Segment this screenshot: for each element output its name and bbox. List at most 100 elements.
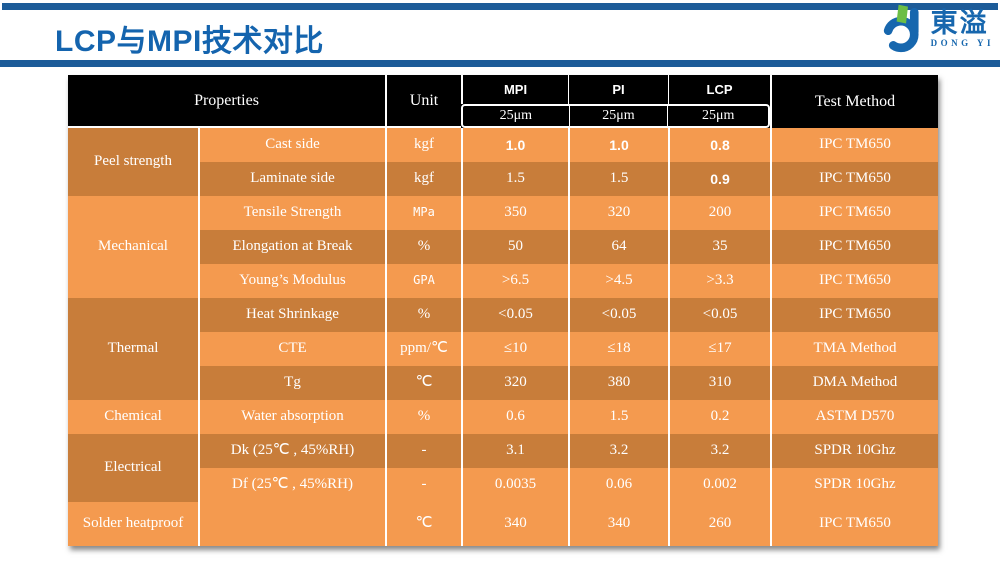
mpi-value-cell: 3.1 (461, 434, 568, 468)
pi-value-cell: 64 (568, 230, 668, 264)
unit-cell: GPA (385, 264, 461, 298)
mpi-value-cell: 350 (461, 196, 568, 230)
group-cell: Peel strength (68, 128, 198, 196)
test-method-cell: IPC TM650 (770, 128, 938, 162)
mpi-value-cell: 320 (461, 366, 568, 400)
lcp-value-cell: 35 (668, 230, 770, 264)
unit-cell: ppm/℃ (385, 332, 461, 366)
lcp-value-cell: <0.05 (668, 298, 770, 332)
unit-cell: % (385, 298, 461, 332)
test-method-cell: ASTM D570 (770, 400, 938, 434)
property-cell: Elongation at Break (198, 230, 385, 264)
test-method-cell: DMA Method (770, 366, 938, 400)
header-thickness-pi: 25μm (568, 106, 668, 126)
header-material-mpi: MPI (461, 75, 568, 104)
header-material-lcp: LCP (668, 75, 770, 104)
group-cell: Thermal (68, 298, 198, 400)
unit-cell: ℃ (385, 366, 461, 400)
logo-text: 東溢 DONG YI (931, 10, 994, 48)
dongyi-logo-icon (882, 4, 919, 53)
mpi-value-cell: ≤10 (461, 332, 568, 366)
header-unit: Unit (385, 75, 461, 128)
header-thickness-mpi: 25μm (499, 108, 532, 123)
mpi-value-cell: 50 (461, 230, 568, 264)
mpi-value-cell: 0.0035 (461, 468, 568, 502)
test-method-cell: SPDR 10Ghz (770, 434, 938, 468)
top-accent-bar (2, 3, 998, 10)
lcp-value-cell: 0.9 (668, 162, 770, 196)
pi-value-cell: 320 (568, 196, 668, 230)
logo-name-cn: 東溢 (930, 8, 989, 38)
property-cell: Young’s Modulus (198, 264, 385, 298)
group-cell: Mechanical (68, 196, 198, 298)
header-thickness-lcp: 25μm (667, 106, 768, 126)
mpi-value-cell: <0.05 (461, 298, 568, 332)
unit-cell: % (385, 230, 461, 264)
pi-value-cell: 0.06 (568, 468, 668, 502)
header-material-pi: PI (568, 75, 668, 104)
lcp-value-cell: ≤17 (668, 332, 770, 366)
group-cell: Solder heatproof (68, 502, 198, 546)
group-cell: Electrical (68, 434, 198, 502)
header-thickness-box: 25μm 25μm 25μm (461, 104, 770, 128)
lcp-value-cell: 260 (668, 502, 770, 546)
property-cell (198, 502, 385, 546)
test-method-cell: IPC TM650 (770, 502, 938, 546)
lcp-value-cell: >3.3 (668, 264, 770, 298)
lcp-value-cell: 0.002 (668, 468, 770, 502)
mpi-value-cell: >6.5 (461, 264, 568, 298)
lcp-value-cell: 200 (668, 196, 770, 230)
pi-value-cell: 1.0 (568, 128, 668, 162)
property-cell: Cast side (198, 128, 385, 162)
mpi-value-cell: 1.0 (461, 128, 568, 162)
pi-value-cell: 3.2 (568, 434, 668, 468)
lcp-value-cell: 3.2 (668, 434, 770, 468)
pi-value-cell: ≤18 (568, 332, 668, 366)
property-cell: Df (25℃ , 45%RH) (198, 468, 385, 502)
lcp-value-cell: 0.2 (668, 400, 770, 434)
unit-cell: kgf (385, 162, 461, 196)
property-cell: CTE (198, 332, 385, 366)
property-cell: Dk (25℃ , 45%RH) (198, 434, 385, 468)
lcp-value-cell: 310 (668, 366, 770, 400)
mpi-value-cell: 1.5 (461, 162, 568, 196)
pi-value-cell: <0.05 (568, 298, 668, 332)
mpi-value-cell: 340 (461, 502, 568, 546)
property-cell: Tensile Strength (198, 196, 385, 230)
unit-cell: - (385, 434, 461, 468)
pi-value-cell: >4.5 (568, 264, 668, 298)
test-method-cell: IPC TM650 (770, 162, 938, 196)
page-title: LCP与MPI技术对比 (55, 25, 324, 58)
table-body: Cast side kgf 1.0 1.0 0.8 IPC TM650 Lami… (68, 128, 938, 546)
test-method-cell: IPC TM650 (770, 196, 938, 230)
header-properties: Properties (68, 75, 385, 128)
test-method-cell: TMA Method (770, 332, 938, 366)
test-method-cell: IPC TM650 (770, 298, 938, 332)
unit-cell: % (385, 400, 461, 434)
pi-value-cell: 1.5 (568, 400, 668, 434)
title-divider-bar (0, 60, 1000, 67)
pi-value-cell: 340 (568, 502, 668, 546)
pi-value-cell: 1.5 (568, 162, 668, 196)
header-test-method: Test Method (770, 75, 938, 128)
unit-cell: MPa (385, 196, 461, 230)
company-logo: 東溢 DONG YI (879, 3, 994, 55)
mpi-value-cell: 0.6 (461, 400, 568, 434)
property-cell: Laminate side (198, 162, 385, 196)
test-method-cell: IPC TM650 (770, 264, 938, 298)
property-cell: Heat Shrinkage (198, 298, 385, 332)
property-cell: Water absorption (198, 400, 385, 434)
unit-cell: ℃ (385, 502, 461, 546)
lcp-value-cell: 0.8 (668, 128, 770, 162)
group-cell: Chemical (68, 400, 198, 434)
property-cell: Tg (198, 366, 385, 400)
unit-cell: kgf (385, 128, 461, 162)
table-header: Properties Unit MPI PI LCP 25μm 25μm 25μ… (68, 75, 938, 128)
test-method-cell: IPC TM650 (770, 230, 938, 264)
logo-name-en: DONG YI (930, 38, 994, 48)
test-method-cell: SPDR 10Ghz (770, 468, 938, 502)
pi-value-cell: 380 (568, 366, 668, 400)
unit-cell: - (385, 468, 461, 502)
comparison-table: Properties Unit MPI PI LCP 25μm 25μm 25μ… (68, 75, 938, 546)
